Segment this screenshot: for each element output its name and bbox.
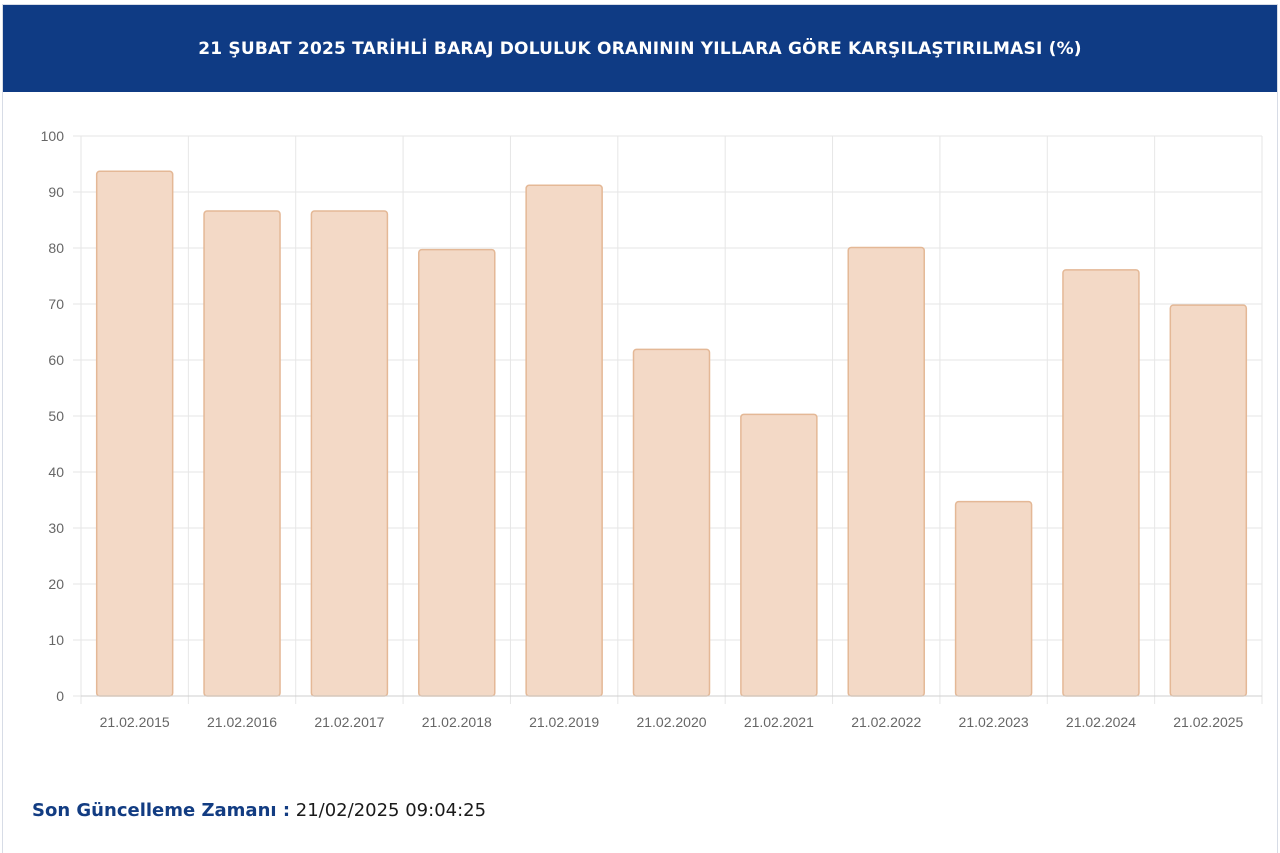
x-tick-label: 21.02.2018 <box>422 714 492 730</box>
bar <box>525 184 603 697</box>
x-tick-label: 21.02.2015 <box>100 714 170 730</box>
y-tick-label: 10 <box>48 632 64 648</box>
chart-header: 21 ŞUBAT 2025 TARİHLİ BARAJ DOLULUK ORAN… <box>3 5 1277 92</box>
y-tick-label: 90 <box>48 184 64 200</box>
bar <box>847 246 925 697</box>
y-tick-label: 0 <box>56 688 64 704</box>
y-tick-label: 70 <box>48 296 64 312</box>
y-tick-label: 100 <box>41 128 65 144</box>
x-tick-label: 21.02.2022 <box>851 714 921 730</box>
bar <box>1169 304 1248 697</box>
x-tick-label: 21.02.2025 <box>1173 714 1243 730</box>
bar <box>95 170 174 697</box>
last-update-value: 21/02/2025 09:04:25 <box>295 800 487 821</box>
y-tick-label: 50 <box>48 408 64 424</box>
bar <box>1062 269 1140 697</box>
bar <box>203 210 281 697</box>
y-tick-label: 30 <box>48 520 64 536</box>
bar <box>418 248 496 697</box>
last-update-label: Son Güncelleme Zamanı : <box>32 800 291 821</box>
x-tick-label: 21.02.2021 <box>744 714 814 730</box>
y-tick-label: 20 <box>48 576 64 592</box>
y-tick-label: 60 <box>48 352 64 368</box>
last-update: Son Güncelleme Zamanı : 21/02/2025 09:04… <box>32 800 486 821</box>
bar <box>310 210 389 697</box>
x-tick-label: 21.02.2023 <box>959 714 1029 730</box>
y-tick-label: 80 <box>48 240 64 256</box>
x-tick-label: 21.02.2020 <box>636 714 706 730</box>
x-tick-label: 21.02.2019 <box>529 714 599 730</box>
bar <box>632 348 711 697</box>
x-tick-label: 21.02.2016 <box>207 714 277 730</box>
x-tick-label: 21.02.2024 <box>1066 714 1136 730</box>
bar <box>740 413 818 697</box>
bar <box>954 500 1033 697</box>
chart-title: 21 ŞUBAT 2025 TARİHLİ BARAJ DOLULUK ORAN… <box>198 38 1082 59</box>
y-tick-label: 40 <box>48 464 64 480</box>
x-tick-label: 21.02.2017 <box>314 714 384 730</box>
